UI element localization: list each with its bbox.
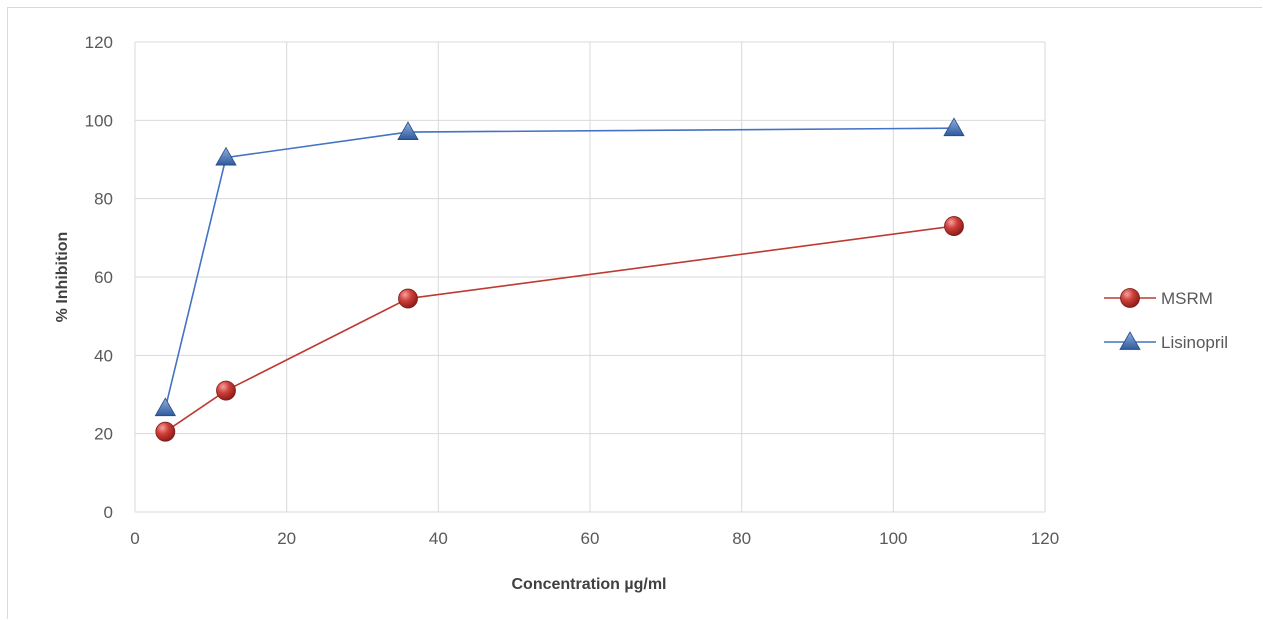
legend-label: Lisinopril [1161, 333, 1228, 352]
series-line [164, 127, 955, 409]
data-point [398, 288, 418, 309]
y-tick-label: 80 [94, 190, 113, 209]
x-tick-label: 100 [879, 529, 907, 548]
axes: 0 20 40 60 80 100 120 0 20 40 60 80 100 120 [85, 33, 1060, 548]
x-tick-label: 20 [277, 529, 296, 548]
series [154, 117, 965, 442]
y-tick-label: 40 [94, 346, 113, 365]
legend-item-msrm: MSRM [1104, 288, 1213, 308]
series-msrm [155, 216, 964, 442]
y-tick-label: 60 [94, 268, 113, 287]
y-axis-title: % Inhibition [54, 232, 71, 323]
data-point [944, 216, 964, 236]
data-point [155, 421, 176, 442]
chart-frame [7, 7, 1262, 619]
y-tick-label: 0 [104, 503, 113, 522]
series-line [164, 225, 955, 433]
x-tick-label: 0 [130, 529, 139, 548]
data-point [397, 121, 419, 140]
y-tick-label: 100 [85, 111, 113, 130]
legend-marker [1120, 288, 1140, 308]
x-tick-label: 40 [429, 529, 448, 548]
legend-item-lisinopril: Lisinopril [1104, 331, 1228, 352]
gridlines [134, 41, 1046, 513]
y-tick-label: 20 [94, 425, 113, 444]
data-point [154, 397, 177, 417]
legend: MSRM Lisinopril [1104, 288, 1228, 352]
series-lisinopril [154, 117, 965, 417]
x-tick-label: 60 [581, 529, 600, 548]
legend-marker [1119, 331, 1141, 350]
x-tick-label: 80 [732, 529, 751, 548]
data-point [943, 117, 965, 137]
x-axis-title: Concentration µg/ml [512, 576, 667, 593]
data-point [215, 146, 237, 166]
legend-label: MSRM [1161, 289, 1213, 308]
data-point [216, 380, 236, 401]
y-tick-label: 120 [85, 33, 113, 52]
x-tick-label: 120 [1031, 529, 1059, 548]
